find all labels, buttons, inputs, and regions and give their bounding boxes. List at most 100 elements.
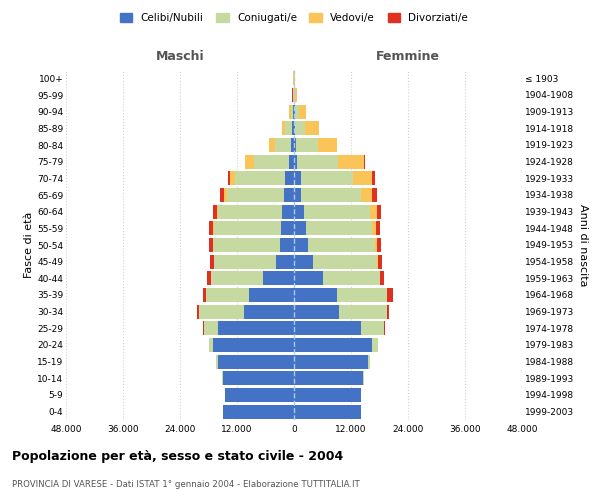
Bar <box>370 204 377 219</box>
Bar <box>249 288 294 302</box>
Bar <box>254 154 289 169</box>
Bar <box>294 154 298 169</box>
Bar <box>323 271 380 285</box>
Bar <box>294 138 296 152</box>
Bar <box>294 371 363 386</box>
Bar <box>373 188 377 202</box>
Bar <box>211 254 214 269</box>
Bar <box>281 221 294 236</box>
Bar <box>199 304 244 319</box>
Bar <box>294 188 301 202</box>
Bar <box>209 338 213 352</box>
Bar <box>387 288 393 302</box>
Bar <box>223 371 294 386</box>
Bar <box>276 254 294 269</box>
Bar <box>364 154 365 169</box>
Bar <box>304 204 370 219</box>
Bar <box>245 154 254 169</box>
Bar <box>294 322 361 336</box>
Bar <box>218 322 294 336</box>
Y-axis label: Anni di nascita: Anni di nascita <box>578 204 588 286</box>
Text: Popolazione per età, sesso e stato civile - 2004: Popolazione per età, sesso e stato civil… <box>12 450 343 463</box>
Text: Femmine: Femmine <box>376 50 440 64</box>
Bar <box>225 388 294 402</box>
Bar <box>295 121 305 136</box>
Bar <box>235 171 284 186</box>
Bar <box>294 238 308 252</box>
Bar <box>291 138 294 152</box>
Bar <box>290 104 293 118</box>
Bar <box>337 288 386 302</box>
Bar <box>218 204 282 219</box>
Bar <box>213 204 217 219</box>
Bar <box>214 221 281 236</box>
Bar <box>294 288 337 302</box>
Bar <box>376 221 380 236</box>
Bar <box>299 104 306 118</box>
Legend: Celibi/Nubili, Coniugati/e, Vedovi/e, Divorziati/e: Celibi/Nubili, Coniugati/e, Vedovi/e, Di… <box>116 8 472 28</box>
Bar <box>292 121 294 136</box>
Bar <box>373 171 375 186</box>
Bar <box>244 304 294 319</box>
Bar <box>294 388 361 402</box>
Bar <box>222 371 223 386</box>
Bar <box>227 188 284 202</box>
Bar <box>284 171 294 186</box>
Bar <box>363 371 364 386</box>
Bar <box>375 238 377 252</box>
Bar <box>197 304 199 319</box>
Bar <box>301 171 353 186</box>
Bar <box>207 271 211 285</box>
Bar <box>294 404 361 419</box>
Bar <box>275 138 291 152</box>
Bar <box>379 254 382 269</box>
Bar <box>294 221 306 236</box>
Bar <box>294 338 373 352</box>
Bar <box>284 188 294 202</box>
Bar <box>377 238 381 252</box>
Bar <box>373 221 376 236</box>
Bar <box>220 188 224 202</box>
Bar <box>218 354 294 369</box>
Bar <box>203 288 206 302</box>
Bar <box>368 354 370 369</box>
Bar <box>212 238 213 252</box>
Bar <box>294 354 368 369</box>
Text: PROVINCIA DI VARESE - Dati ISTAT 1° gennaio 2004 - Elaborazione TUTTITALIA.IT: PROVINCIA DI VARESE - Dati ISTAT 1° genn… <box>12 480 360 489</box>
Bar <box>361 322 384 336</box>
Bar <box>280 238 294 252</box>
Bar <box>294 104 295 118</box>
Bar <box>211 271 263 285</box>
Bar <box>289 154 294 169</box>
Text: Maschi: Maschi <box>155 50 205 64</box>
Bar <box>269 138 275 152</box>
Bar <box>353 171 373 186</box>
Bar <box>377 254 379 269</box>
Bar <box>301 188 361 202</box>
Bar <box>293 104 294 118</box>
Bar <box>230 171 235 186</box>
Y-axis label: Fasce di età: Fasce di età <box>24 212 34 278</box>
Bar <box>289 104 290 118</box>
Bar <box>373 338 378 352</box>
Bar <box>294 304 339 319</box>
Bar <box>298 154 338 169</box>
Bar <box>223 404 294 419</box>
Bar <box>285 121 292 136</box>
Bar <box>214 254 276 269</box>
Bar <box>295 104 299 118</box>
Bar <box>361 188 373 202</box>
Bar <box>339 304 386 319</box>
Bar <box>308 238 375 252</box>
Bar <box>224 188 227 202</box>
Bar <box>294 271 323 285</box>
Bar <box>318 138 337 152</box>
Bar <box>217 204 218 219</box>
Bar <box>213 338 294 352</box>
Bar <box>282 204 294 219</box>
Bar <box>204 322 218 336</box>
Bar <box>338 154 364 169</box>
Bar <box>295 88 298 102</box>
Bar <box>228 171 230 186</box>
Bar <box>281 121 285 136</box>
